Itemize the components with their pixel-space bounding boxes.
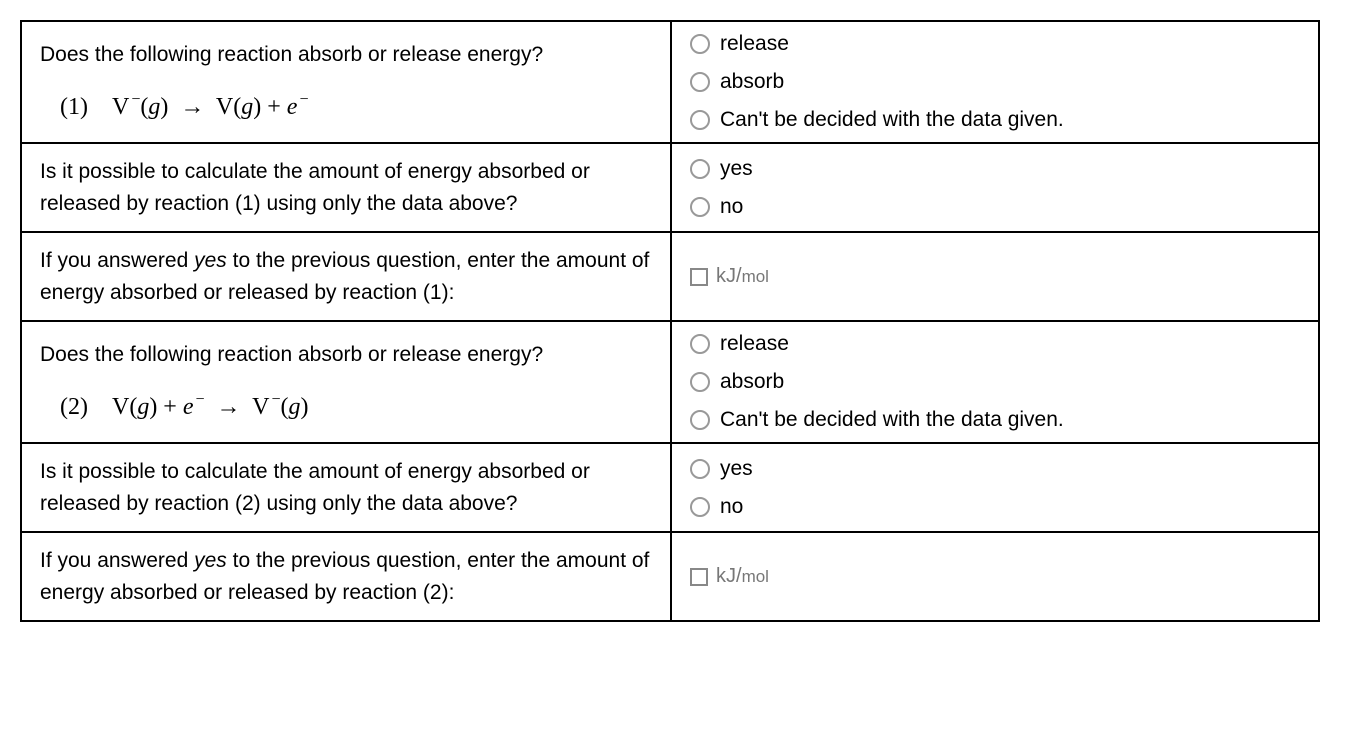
table-row: Is it possible to calculate the amount o…	[22, 444, 1318, 533]
answer-cell: yes no	[672, 444, 1318, 531]
question-text: If you answered yes to the previous ques…	[40, 245, 652, 308]
radio-icon[interactable]	[690, 372, 710, 392]
option-label: no	[720, 495, 743, 519]
question-cell: If you answered yes to the previous ques…	[22, 233, 672, 320]
table-row: If you answered yes to the previous ques…	[22, 533, 1318, 620]
option-label: Can't be decided with the data given.	[720, 108, 1064, 132]
radio-icon[interactable]	[690, 159, 710, 179]
table-row: Does the following reaction absorb or re…	[22, 322, 1318, 444]
option-label: release	[720, 32, 789, 56]
question-text: Is it possible to calculate the amount o…	[40, 456, 652, 519]
question-cell: Is it possible to calculate the amount o…	[22, 444, 672, 531]
option-label: absorb	[720, 70, 784, 94]
radio-icon[interactable]	[690, 459, 710, 479]
radio-icon[interactable]	[690, 410, 710, 430]
value-input[interactable]	[690, 568, 708, 586]
option-label: yes	[720, 457, 753, 481]
question-cell: Does the following reaction absorb or re…	[22, 322, 672, 442]
table-row: If you answered yes to the previous ques…	[22, 233, 1318, 322]
radio-option[interactable]: absorb	[690, 70, 1300, 94]
answer-cell: release absorb Can't be decided with the…	[672, 22, 1318, 142]
radio-icon[interactable]	[690, 197, 710, 217]
radio-option[interactable]: yes	[690, 457, 1300, 481]
radio-icon[interactable]	[690, 334, 710, 354]
radio-option[interactable]: no	[690, 195, 1300, 219]
radio-option[interactable]: Can't be decided with the data given.	[690, 408, 1300, 432]
radio-option[interactable]: release	[690, 332, 1300, 356]
radio-option[interactable]: no	[690, 495, 1300, 519]
radio-icon[interactable]	[690, 72, 710, 92]
answer-cell: kJ/mol	[672, 533, 1318, 620]
question-table: Does the following reaction absorb or re…	[20, 20, 1320, 622]
radio-option[interactable]: yes	[690, 157, 1300, 181]
radio-option[interactable]: release	[690, 32, 1300, 56]
equation-number: (2)	[60, 394, 88, 420]
radio-option[interactable]: Can't be decided with the data given.	[690, 108, 1300, 132]
question-text: Does the following reaction absorb or re…	[40, 339, 652, 371]
radio-icon[interactable]	[690, 110, 710, 130]
radio-icon[interactable]	[690, 497, 710, 517]
unit-label: kJ/mol	[716, 565, 769, 588]
question-text: Is it possible to calculate the amount o…	[40, 156, 652, 219]
option-label: release	[720, 332, 789, 356]
question-cell: Is it possible to calculate the amount o…	[22, 144, 672, 231]
value-input-row: kJ/mol	[690, 565, 1300, 588]
option-label: Can't be decided with the data given.	[720, 408, 1064, 432]
equation: (1) V−(g) → V(g) + e−	[40, 89, 652, 125]
option-label: yes	[720, 157, 753, 181]
answer-cell: kJ/mol	[672, 233, 1318, 320]
question-text: Does the following reaction absorb or re…	[40, 39, 652, 71]
option-label: no	[720, 195, 743, 219]
radio-icon[interactable]	[690, 34, 710, 54]
answer-cell: yes no	[672, 144, 1318, 231]
value-input[interactable]	[690, 268, 708, 286]
equation: (2) V(g) + e− → V−(g)	[40, 389, 652, 425]
question-text: If you answered yes to the previous ques…	[40, 545, 652, 608]
unit-label: kJ/mol	[716, 265, 769, 288]
question-cell: If you answered yes to the previous ques…	[22, 533, 672, 620]
table-row: Is it possible to calculate the amount o…	[22, 144, 1318, 233]
radio-option[interactable]: absorb	[690, 370, 1300, 394]
value-input-row: kJ/mol	[690, 265, 1300, 288]
option-label: absorb	[720, 370, 784, 394]
answer-cell: release absorb Can't be decided with the…	[672, 322, 1318, 442]
table-row: Does the following reaction absorb or re…	[22, 22, 1318, 144]
question-cell: Does the following reaction absorb or re…	[22, 22, 672, 142]
equation-body: V−(g) → V(g) + e−	[112, 94, 308, 120]
equation-number: (1)	[60, 94, 88, 120]
equation-body: V(g) + e− → V−(g)	[112, 394, 308, 420]
